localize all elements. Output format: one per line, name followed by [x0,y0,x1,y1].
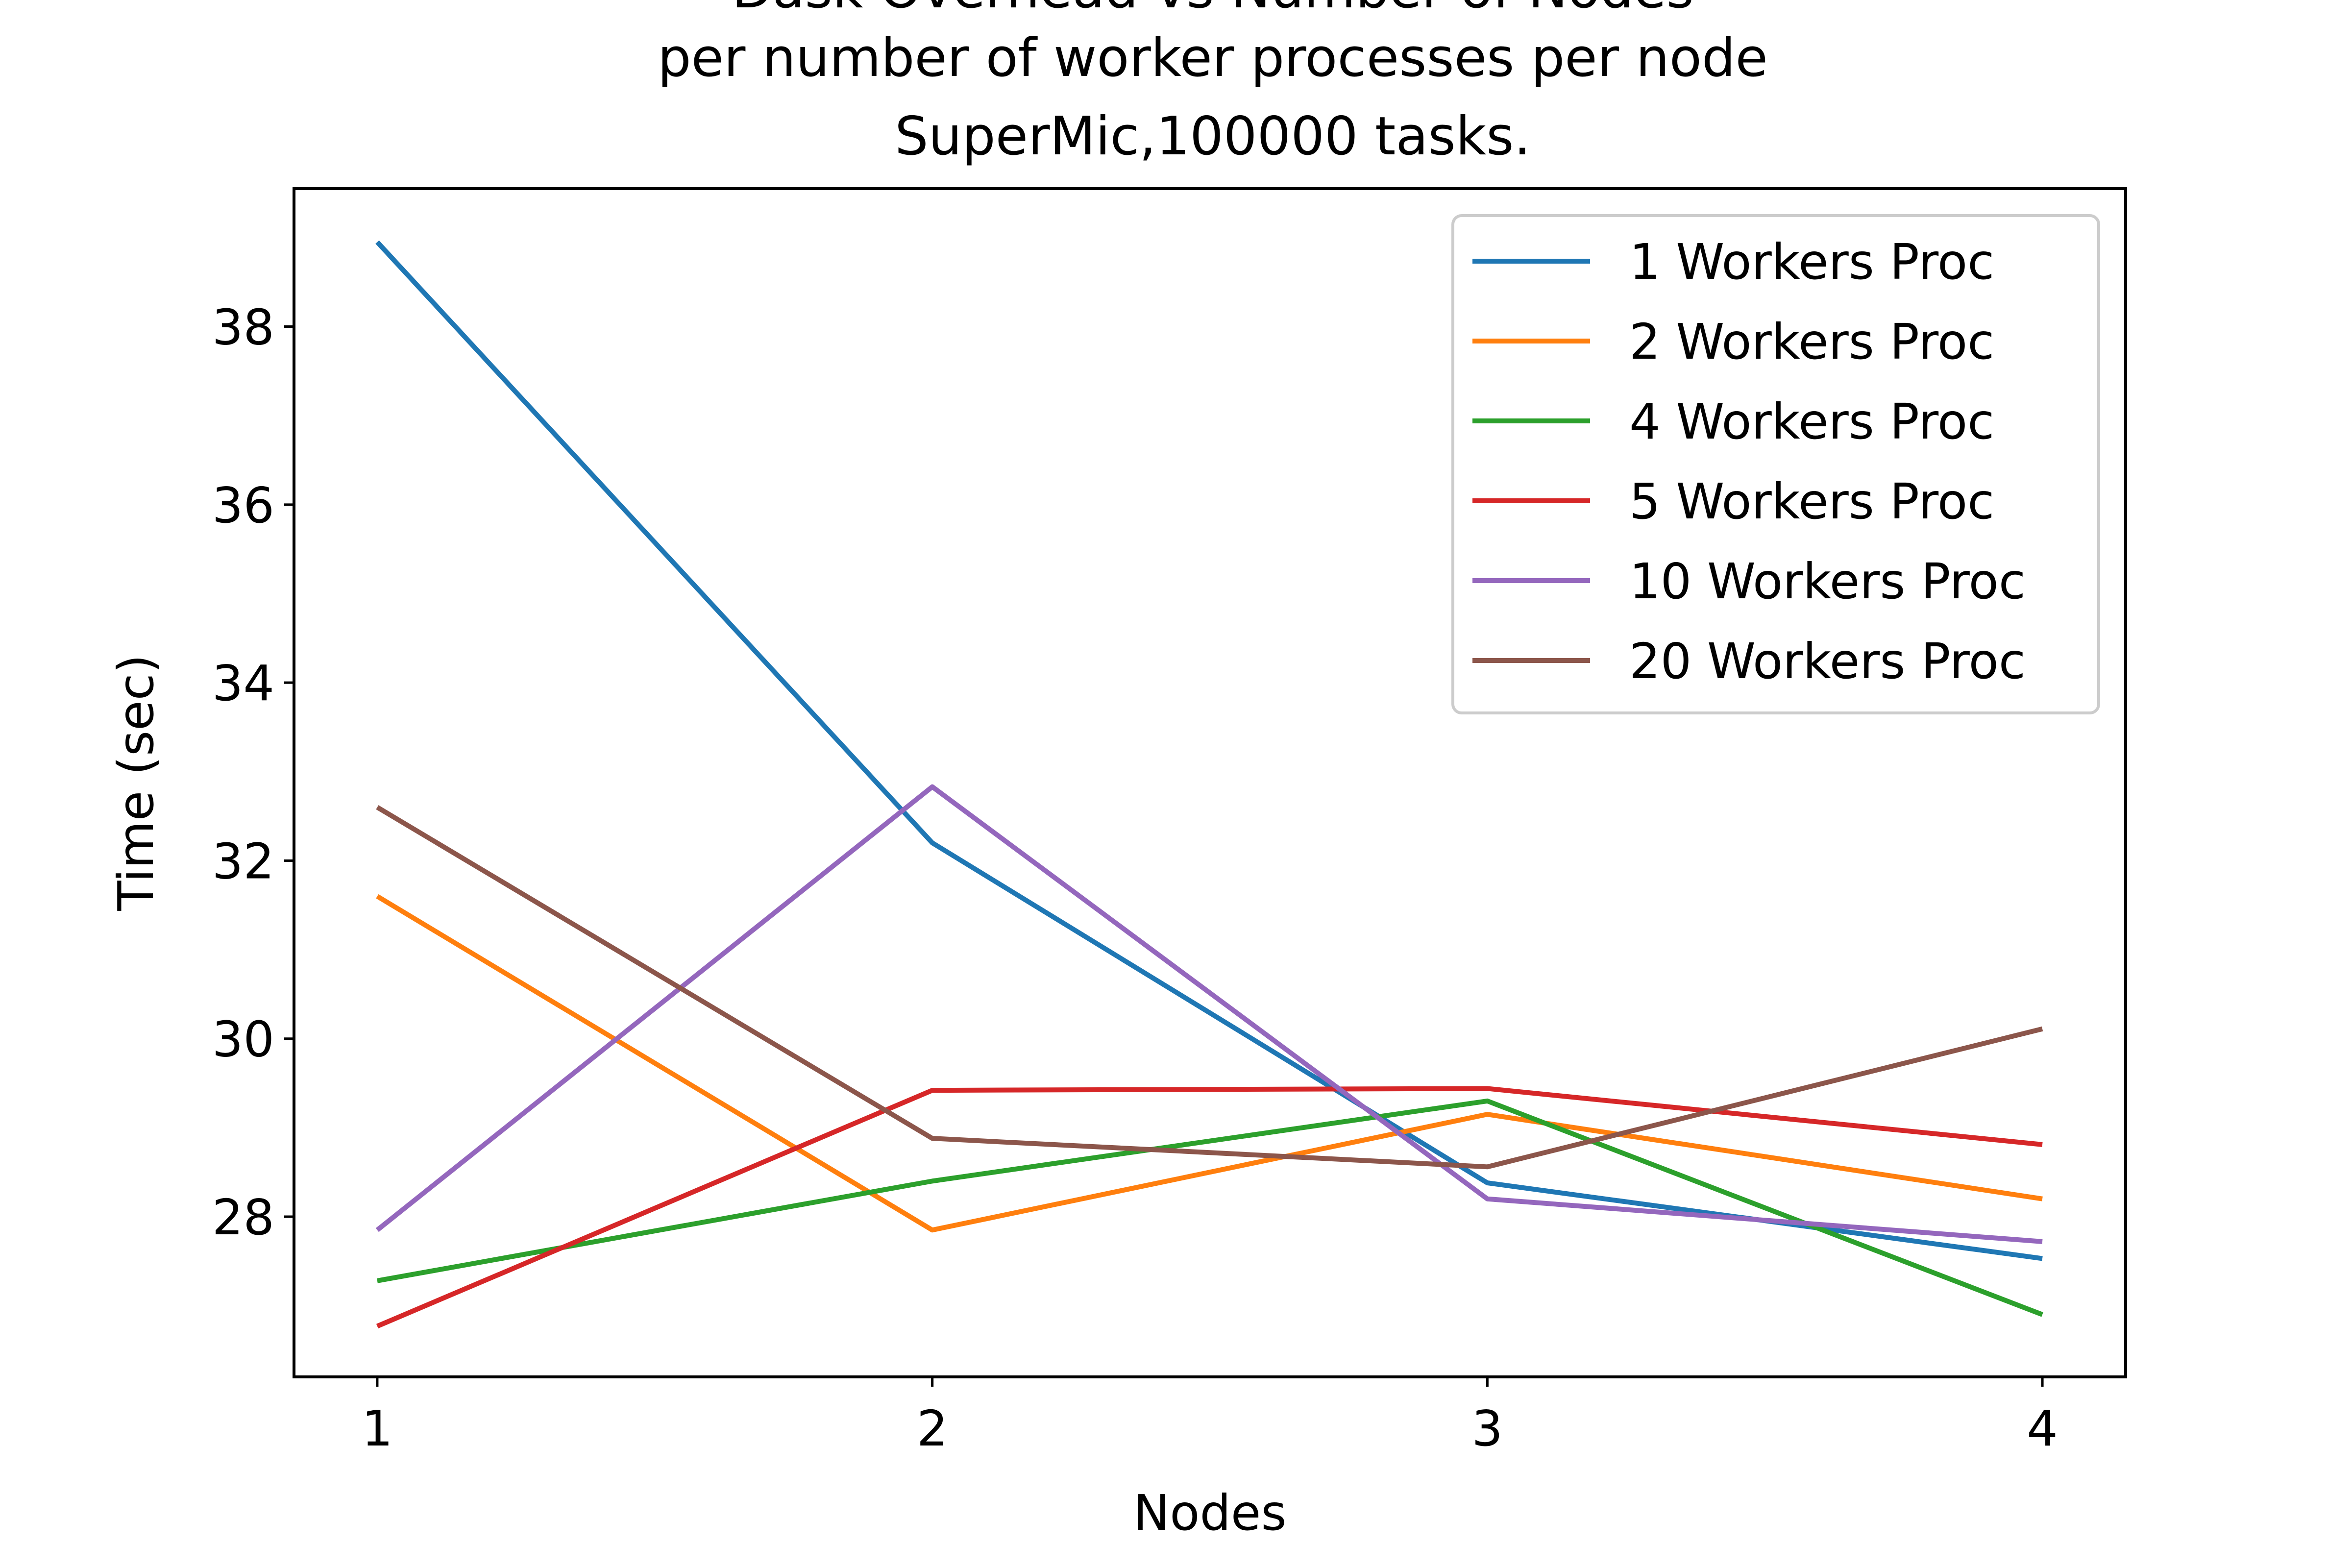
y-tick-label: 32 [212,833,274,890]
legend-box [1451,214,2100,714]
series-line-2 [376,894,2043,1233]
chart-title-line-2: per number of worker processes per node [658,27,1768,89]
series-lines [375,240,2043,1329]
y-axis-label: Time (sec) [107,654,165,911]
y-tick-label: 36 [212,477,274,534]
plot-frame [293,187,2127,1378]
legend-item: 20 Workers Proc [1472,633,2026,690]
x-axis-label: Nodes [1133,1484,1286,1542]
legend-item: 4 Workers Proc [1472,393,1994,450]
legend-label: 5 Workers Proc [1629,473,1994,530]
x-tick-label: 3 [1472,1400,1503,1457]
legend-label: 4 Workers Proc [1629,393,1994,450]
chart-title-line-3: SuperMic,100000 tasks. [895,106,1531,167]
series-line-5 [375,784,2043,1244]
x-tick-label: 4 [2027,1400,2058,1457]
legend-item: 5 Workers Proc [1472,473,1994,530]
legend-label: 10 Workers Proc [1629,553,2026,610]
y-tick-label: 30 [212,1011,274,1068]
y-tick-label: 28 [212,1189,274,1246]
x-tick-label: 1 [362,1400,393,1457]
chart-title: Dask Overhead vs Number of Nodes per num… [658,0,1768,167]
y-tick-label: 34 [212,655,274,712]
series-line-3 [377,1098,2043,1317]
legend-item: 2 Workers Proc [1472,313,1994,370]
legend-item: 10 Workers Proc [1472,553,2026,610]
legend-label: 1 Workers Proc [1629,233,1994,291]
legend-item: 1 Workers Proc [1472,233,1994,291]
series-line-6 [376,805,2043,1170]
legend: 1 Workers Proc 2 Workers Proc 4 Workers Pr… [1451,214,2100,714]
legend-label: 20 Workers Proc [1629,633,2026,690]
chart-title-line-1: Dask Overhead vs Number of Nodes [732,0,1694,20]
y-tick-label: 38 [212,299,274,356]
series-line-4 [376,1086,2043,1329]
legend-label: 2 Workers Proc [1629,313,1994,370]
x-tick-label: 2 [917,1400,948,1457]
